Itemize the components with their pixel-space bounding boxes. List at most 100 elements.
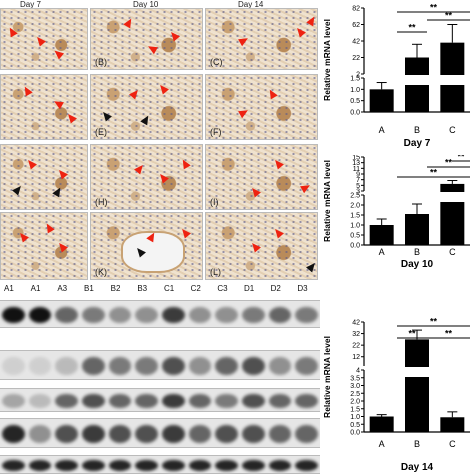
day-header-14: Day 14 [238, 0, 264, 9]
y-tick-label: 11 [353, 166, 360, 173]
x-tick-label: B [414, 247, 420, 257]
histology-panel: (K) [90, 212, 203, 280]
blot-band [108, 306, 132, 324]
y-tick-label: 2.0 [350, 203, 360, 210]
y-tick-label: 82 [352, 6, 360, 13]
blot-band [28, 357, 52, 375]
bar-chart-day14: Relative mRNA level 0.00.51.01.52.02.53.0… [322, 317, 470, 473]
histology-panel [0, 74, 88, 140]
blot-band [188, 459, 212, 472]
axis-break-gap [439, 75, 466, 85]
y-tick-label: 1.5 [350, 76, 360, 83]
significance-marker: ** [445, 11, 453, 21]
lane-label: A3 [57, 284, 68, 293]
y-tick-label: 0.5 [350, 98, 360, 105]
y-tick-label: 1.5 [350, 213, 360, 220]
x-tick-label: A [379, 439, 385, 449]
axis-break-gap [404, 75, 430, 85]
blot-band [82, 357, 105, 375]
blot-band [215, 459, 238, 472]
blot-band [135, 306, 158, 324]
blot-band [215, 306, 238, 324]
blot-band [268, 393, 292, 409]
panel-label: (L) [210, 267, 221, 277]
y-tick-label: 2 [356, 72, 360, 79]
blot-band [108, 357, 132, 375]
histology-panel: (I) [205, 144, 318, 210]
blot-band [215, 425, 238, 443]
chart-caption: Day 14 [401, 462, 434, 473]
cell-nuclei [1, 9, 87, 69]
cell-nuclei [206, 75, 317, 139]
blot-band [162, 459, 185, 472]
axis-break-gap [439, 192, 466, 202]
panel-label: (F) [210, 127, 222, 137]
histology-panel: (H) [90, 144, 203, 210]
y-tick-label: 1.0 [350, 414, 360, 421]
blot-band [295, 393, 318, 409]
y-tick-label: 5 [356, 183, 360, 190]
blot-band [268, 459, 292, 472]
lane-label: D2 [270, 284, 281, 293]
blot-band [188, 357, 212, 375]
bar-chart-day10: Relative mRNA level 0.0 0.5 1.0 1.5 2.0 2.5357… [322, 155, 470, 270]
y-tick-label: 22 [352, 343, 360, 350]
blot-band [162, 357, 185, 375]
cell-nuclei [91, 75, 202, 139]
significance-marker: ** [408, 329, 416, 339]
bar-chart-day7: Relative mRNA level0.00.51.01.5222426282… [322, 3, 470, 149]
cell-nuclei [206, 145, 317, 209]
cell-nuclei [91, 145, 202, 209]
blot-band [135, 357, 158, 375]
panel-label: (B) [95, 57, 107, 67]
blot-band [215, 357, 238, 375]
y-tick-label: 62 [352, 22, 360, 29]
significance-marker: ** [430, 317, 438, 327]
lane-label: A1 [4, 284, 14, 293]
blot-band [215, 393, 238, 409]
histology-panel: (C) [205, 8, 318, 70]
histology-panel: (L) [205, 212, 318, 280]
bar [405, 339, 429, 432]
blot-strip [0, 350, 320, 380]
y-tick-label: 42 [352, 39, 360, 46]
blot-band [188, 306, 212, 324]
blot-band [108, 425, 132, 443]
significance-marker: ** [445, 158, 453, 168]
day-header-10: Day 10 [133, 0, 159, 9]
cell-nuclei [91, 9, 202, 69]
blot-band [268, 357, 292, 375]
y-tick-label: 1.0 [350, 223, 360, 230]
blot-band [188, 425, 212, 443]
chart-caption: Day 10 [401, 259, 434, 270]
blot-band [242, 306, 265, 324]
x-tick-label: C [449, 125, 456, 135]
significance-marker: ** [430, 3, 438, 13]
blot-band [28, 459, 52, 472]
y-axis-label: Relative mRNA level [322, 160, 332, 242]
blot-band [295, 357, 318, 375]
y-tick-label: 12 [352, 354, 360, 361]
lane-label: C2 [190, 284, 201, 293]
significance-marker: ** [408, 23, 416, 33]
bar [369, 89, 394, 112]
blot-band [28, 306, 52, 324]
lane-label: D1 [244, 284, 255, 293]
bar [440, 417, 465, 432]
blot-lane-labels: A1 A1 A3 B1 B2 B3 C1 C2 C3 D1 D2 D3 [0, 284, 320, 298]
blot-band [162, 425, 185, 443]
lane-label: B1 [84, 284, 94, 293]
y-tick-label: 2.5 [350, 391, 360, 398]
blot-band [295, 459, 318, 472]
blot-band [268, 425, 292, 443]
lane-label: B3 [137, 284, 148, 293]
cell-nuclei [1, 213, 87, 279]
chart-caption: Day 7 [404, 138, 431, 149]
blot-band [2, 306, 25, 324]
blot-band [28, 425, 52, 443]
y-tick-label: 42 [352, 320, 360, 327]
significance-marker: ** [445, 329, 453, 339]
blot-band [82, 306, 105, 324]
y-tick-label: 0.0 [350, 430, 360, 437]
y-tick-label: 1.5 [350, 406, 360, 413]
